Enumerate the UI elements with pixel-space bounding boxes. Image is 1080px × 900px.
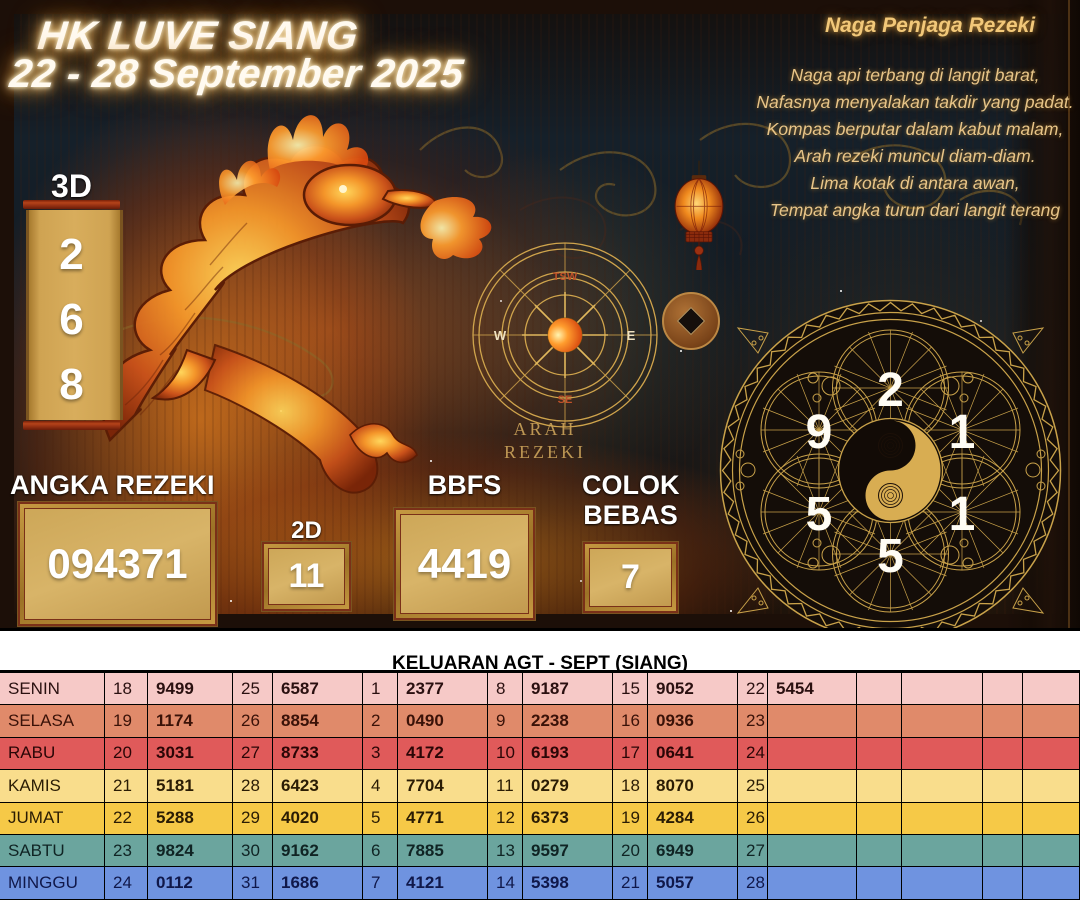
svg-text:TSW: TSW xyxy=(553,271,578,283)
svg-text:SE: SE xyxy=(558,394,573,406)
svg-text:9: 9 xyxy=(806,406,833,459)
svg-text:W: W xyxy=(494,328,507,343)
svg-text:E: E xyxy=(627,328,636,343)
svg-text:5: 5 xyxy=(806,488,833,541)
svg-text:2: 2 xyxy=(877,364,904,417)
svg-text:5: 5 xyxy=(877,530,904,583)
svg-text:1: 1 xyxy=(949,488,976,541)
svg-text:1: 1 xyxy=(949,406,976,459)
